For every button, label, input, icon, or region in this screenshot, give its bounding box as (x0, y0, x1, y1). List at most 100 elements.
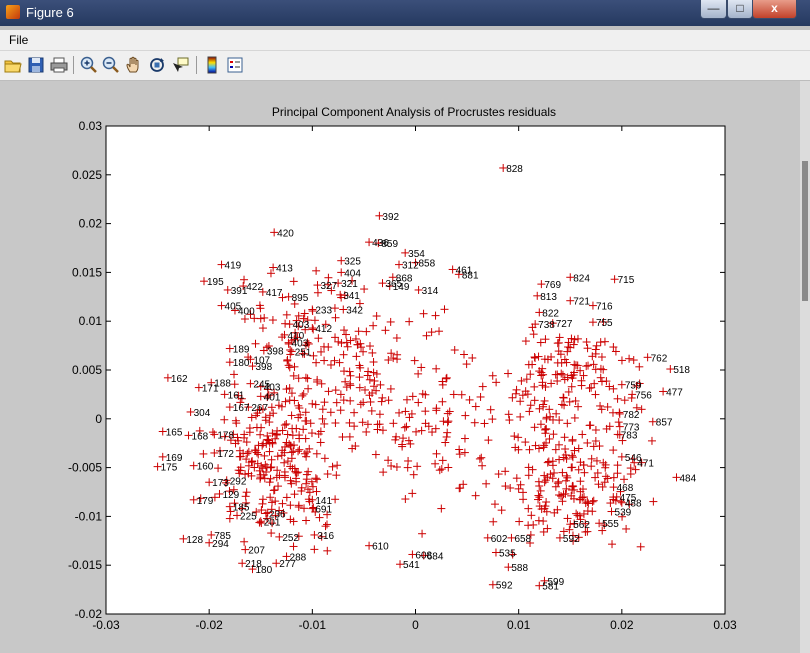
data-point-marker (342, 338, 351, 347)
point-label: 518 (673, 365, 690, 376)
data-point-marker (240, 537, 249, 546)
data-point-marker (330, 356, 339, 365)
data-point-marker (608, 540, 617, 549)
data-point-marker (414, 398, 423, 407)
data-point-marker (299, 425, 308, 434)
print-icon[interactable] (49, 55, 69, 75)
data-point-marker (609, 483, 618, 492)
data-point-marker (516, 397, 525, 406)
data-point-marker (236, 452, 245, 461)
data-point-marker (620, 475, 629, 484)
data-point-marker (378, 279, 387, 288)
data-point-marker (459, 350, 468, 359)
point-label: 175 (161, 463, 178, 474)
data-point-marker (331, 495, 340, 504)
data-point-marker (294, 413, 303, 422)
rotate-3d-icon[interactable] (147, 55, 167, 75)
data-point-marker (367, 406, 376, 415)
data-point-marker (540, 396, 549, 405)
data-cursor-icon[interactable] (170, 55, 190, 75)
open-icon[interactable] (3, 55, 23, 75)
data-point-marker (388, 273, 397, 282)
point-label: 412 (315, 324, 332, 335)
data-point-marker (514, 484, 523, 493)
data-point-marker (570, 519, 579, 528)
point-label: 233 (315, 305, 332, 316)
zoom-out-icon[interactable] (101, 55, 121, 75)
data-point-marker (537, 280, 546, 289)
data-point-marker (355, 373, 364, 382)
point-label: 321 (341, 279, 358, 290)
data-point-marker (248, 362, 257, 371)
point-label: 288 (290, 552, 307, 563)
data-point-marker (316, 438, 325, 447)
pan-icon[interactable] (124, 55, 144, 75)
data-point-marker (579, 371, 588, 380)
data-point-marker (510, 432, 519, 441)
data-point-marker (617, 452, 626, 461)
point-label: 410 (287, 331, 304, 342)
data-point-marker (239, 282, 248, 291)
data-point-marker (587, 454, 596, 463)
data-point-marker (562, 471, 571, 480)
point-label: 141 (315, 496, 332, 507)
point-label: 413 (276, 264, 293, 275)
legend-icon[interactable] (225, 55, 245, 75)
data-point-marker (519, 488, 528, 497)
data-point-marker (255, 518, 264, 527)
data-point-marker (337, 256, 346, 265)
save-icon[interactable] (26, 55, 46, 75)
maximize-button[interactable]: □ (727, 0, 753, 19)
data-point-marker (443, 418, 452, 427)
data-point-marker (574, 444, 583, 453)
data-point-marker (617, 356, 626, 365)
data-point-marker (438, 397, 447, 406)
data-point-marker (317, 347, 326, 356)
data-point-marker (287, 411, 296, 420)
data-point-marker (568, 451, 577, 460)
point-label: 294 (212, 539, 229, 550)
data-point-marker (649, 497, 658, 506)
data-point-marker (291, 467, 300, 476)
point-label: 160 (197, 462, 214, 473)
vertical-scrollbar[interactable] (800, 81, 810, 653)
y-tick-label: 0.015 (72, 265, 102, 279)
close-button[interactable]: x (752, 0, 797, 19)
data-point-marker (266, 493, 275, 502)
data-point-marker (432, 404, 441, 413)
data-point-marker (615, 430, 624, 439)
x-tick-label: 0.02 (610, 618, 634, 632)
data-point-marker (242, 438, 251, 447)
data-point-marker (613, 461, 622, 470)
data-point-marker (214, 464, 223, 473)
data-point-marker (600, 521, 609, 530)
data-point-marker (514, 445, 523, 454)
menu-file[interactable]: File (9, 33, 29, 47)
data-point-marker (258, 495, 267, 504)
data-point-marker (401, 495, 410, 504)
data-point-marker (574, 465, 583, 474)
toolbar-separator (73, 56, 74, 74)
data-point-marker (444, 463, 453, 472)
data-point-marker (308, 307, 317, 316)
data-point-marker (568, 453, 577, 462)
data-point-marker (524, 360, 533, 369)
data-point-marker (321, 320, 330, 329)
data-point-marker (307, 477, 316, 486)
zoom-in-icon[interactable] (79, 55, 99, 75)
data-point-marker (413, 462, 422, 471)
colorbar-icon[interactable] (202, 55, 222, 75)
data-point-marker (530, 396, 539, 405)
data-point-marker (271, 511, 280, 520)
data-point-marker (411, 258, 420, 267)
data-point-marker (441, 438, 450, 447)
point-label: 195 (207, 277, 224, 288)
x-tick-label: -0.02 (195, 618, 223, 632)
point-label: 762 (651, 353, 668, 364)
scrollbar-thumb[interactable] (802, 161, 808, 301)
data-point-marker (308, 399, 317, 408)
data-point-marker (550, 468, 559, 477)
data-point-marker (326, 408, 335, 417)
minimize-button[interactable]: — (700, 0, 727, 19)
data-point-marker (215, 489, 224, 498)
